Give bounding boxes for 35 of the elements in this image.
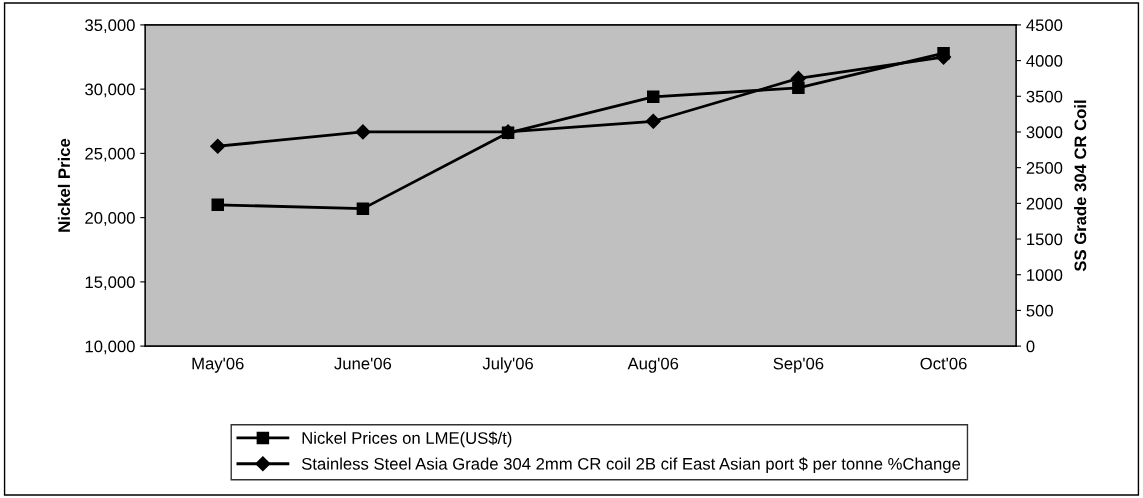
y2-tick-label: 4500 <box>1026 19 1063 32</box>
y-tick-label: 20,000 <box>85 212 135 226</box>
x-tick-label: Sep'06 <box>773 357 824 373</box>
y2-tick-label: 4000 <box>1026 54 1063 67</box>
y-tick-label: 30,000 <box>85 83 135 98</box>
y2-tick-label: 500 <box>1026 304 1053 317</box>
y2-tick-label: 3500 <box>1026 90 1063 103</box>
y2-tick-label: 2500 <box>1026 162 1063 174</box>
x-tick-label: June'06 <box>334 357 392 370</box>
point <box>792 81 805 95</box>
y-tick-label: 35,000 <box>85 19 135 34</box>
point <box>355 124 371 140</box>
point <box>937 46 950 60</box>
x-tick-label: July'06 <box>482 357 534 373</box>
point <box>356 202 370 215</box>
y2-axis-title: SS Grade 304 CR Coil <box>1074 100 1087 272</box>
legend-label: Stainless Steel Asia Grade 304 2mm CR coil 2B cif East Asian port $ per tonne %Change <box>301 457 961 474</box>
point <box>211 198 224 212</box>
x-tick-label: Oct'06 <box>920 357 967 370</box>
point <box>210 138 226 154</box>
point <box>645 113 661 129</box>
y2-tick-label: 2000 <box>1026 197 1063 210</box>
y-tick-label: 25,000 <box>85 147 135 162</box>
x-tick-label: May'06 <box>192 357 244 373</box>
y2-tick-label: 1500 <box>1027 233 1063 246</box>
y-tick-label: 10,000 <box>85 340 135 355</box>
y2-tick-label: 3000 <box>1026 126 1063 139</box>
point <box>646 90 660 104</box>
y2-tick-label: 1000 <box>1027 269 1063 281</box>
y2-tick-label: 0 <box>1026 340 1035 353</box>
x-tick-label: Aug'06 <box>627 357 679 373</box>
point <box>501 126 515 140</box>
y-tick-label: 15,000 <box>85 276 135 291</box>
y-axis-title: Nickel Price <box>57 138 71 232</box>
legend-label: Nickel Prices on LME(US$/t) <box>302 431 512 448</box>
